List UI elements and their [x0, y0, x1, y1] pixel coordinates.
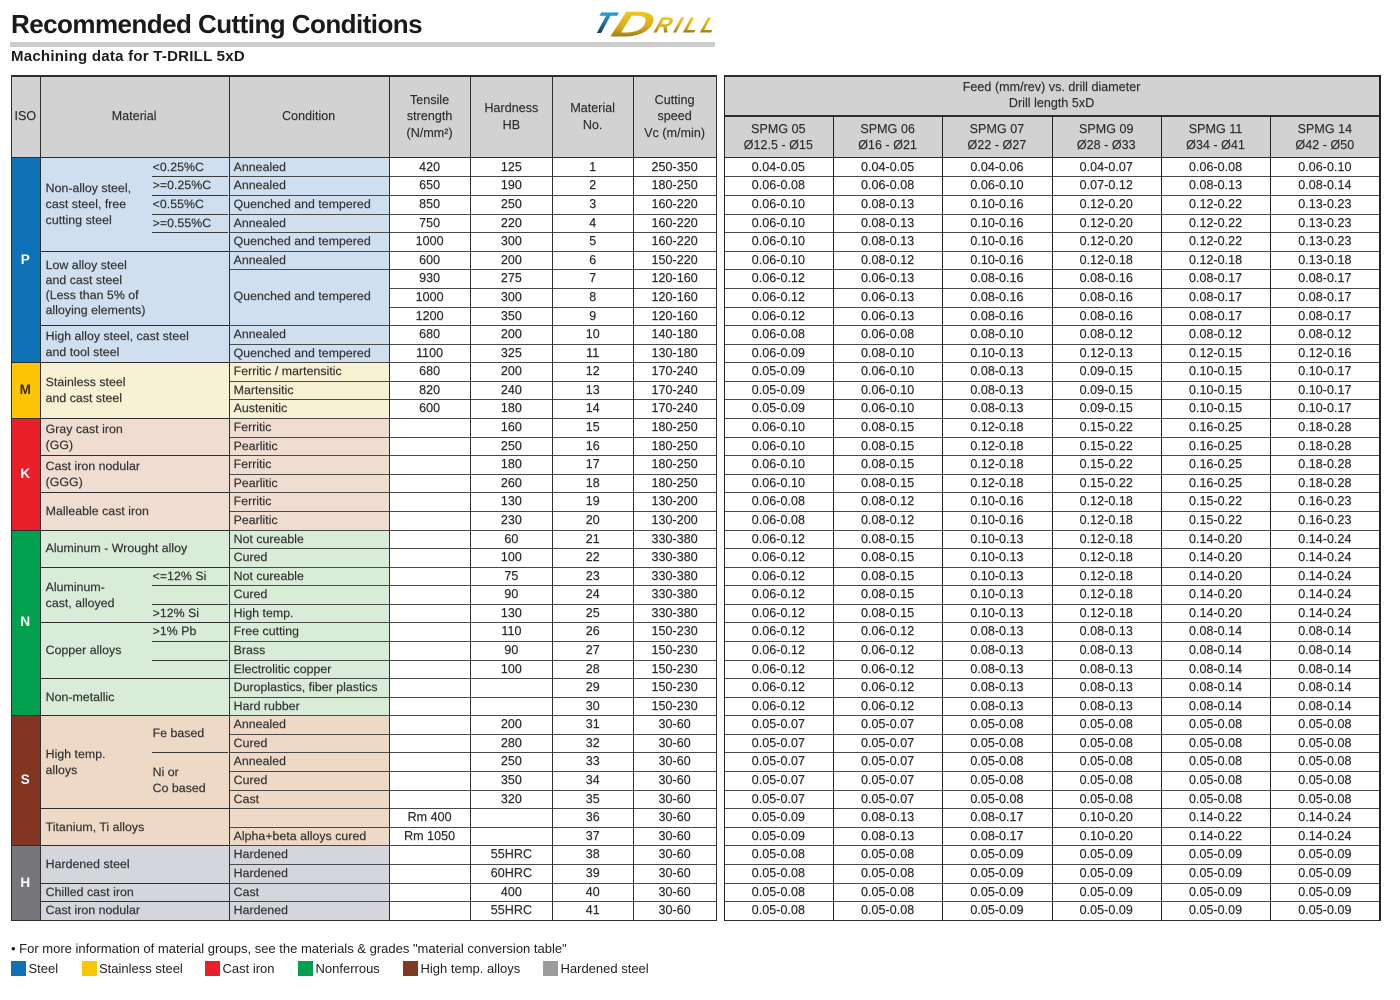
svg-text:RILL: RILL [651, 13, 723, 37]
